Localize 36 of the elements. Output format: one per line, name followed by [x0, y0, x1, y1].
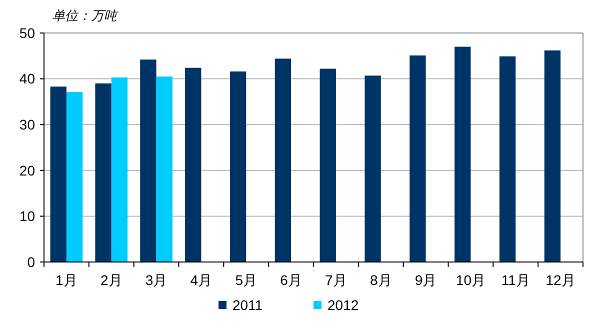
bar	[156, 76, 172, 262]
y-tick-label: 10	[19, 208, 36, 224]
bar	[66, 92, 83, 262]
y-tick-label: 40	[19, 70, 36, 87]
legend-label: 2012	[328, 297, 359, 313]
x-tick-label: 1月	[56, 272, 78, 288]
bar	[230, 71, 246, 262]
y-tick-label: 50	[19, 24, 36, 41]
x-tick-label: 7月	[325, 272, 347, 288]
y-tick-label: 0	[27, 254, 36, 270]
x-tick-label: 3月	[145, 272, 168, 288]
bar	[50, 86, 66, 262]
x-tick-label: 4月	[190, 272, 212, 288]
bar	[544, 50, 561, 262]
x-tick-label: 6月	[280, 272, 302, 288]
y-axis-title: 单位：万吨	[52, 8, 119, 23]
bar	[454, 46, 471, 262]
x-tick-label: 10月	[456, 272, 486, 288]
bar	[364, 76, 381, 262]
x-tick-label: 12月	[546, 272, 576, 288]
bar	[140, 60, 156, 262]
bar	[95, 83, 112, 262]
legend-label: 2011	[232, 297, 263, 313]
x-tick-label: 8月	[370, 272, 392, 288]
bar	[274, 58, 292, 262]
x-tick-label: 9月	[414, 272, 437, 288]
x-tick-label: 5月	[235, 272, 258, 288]
bar	[111, 77, 128, 262]
bar	[320, 68, 336, 262]
y-tick-label: 30	[19, 116, 36, 132]
bar	[410, 55, 426, 262]
y-tick-label: 20	[19, 162, 36, 178]
x-tick-label: 2月	[100, 272, 122, 288]
bar	[185, 68, 202, 262]
x-tick-label: 11月	[501, 272, 530, 288]
bar	[499, 56, 516, 262]
